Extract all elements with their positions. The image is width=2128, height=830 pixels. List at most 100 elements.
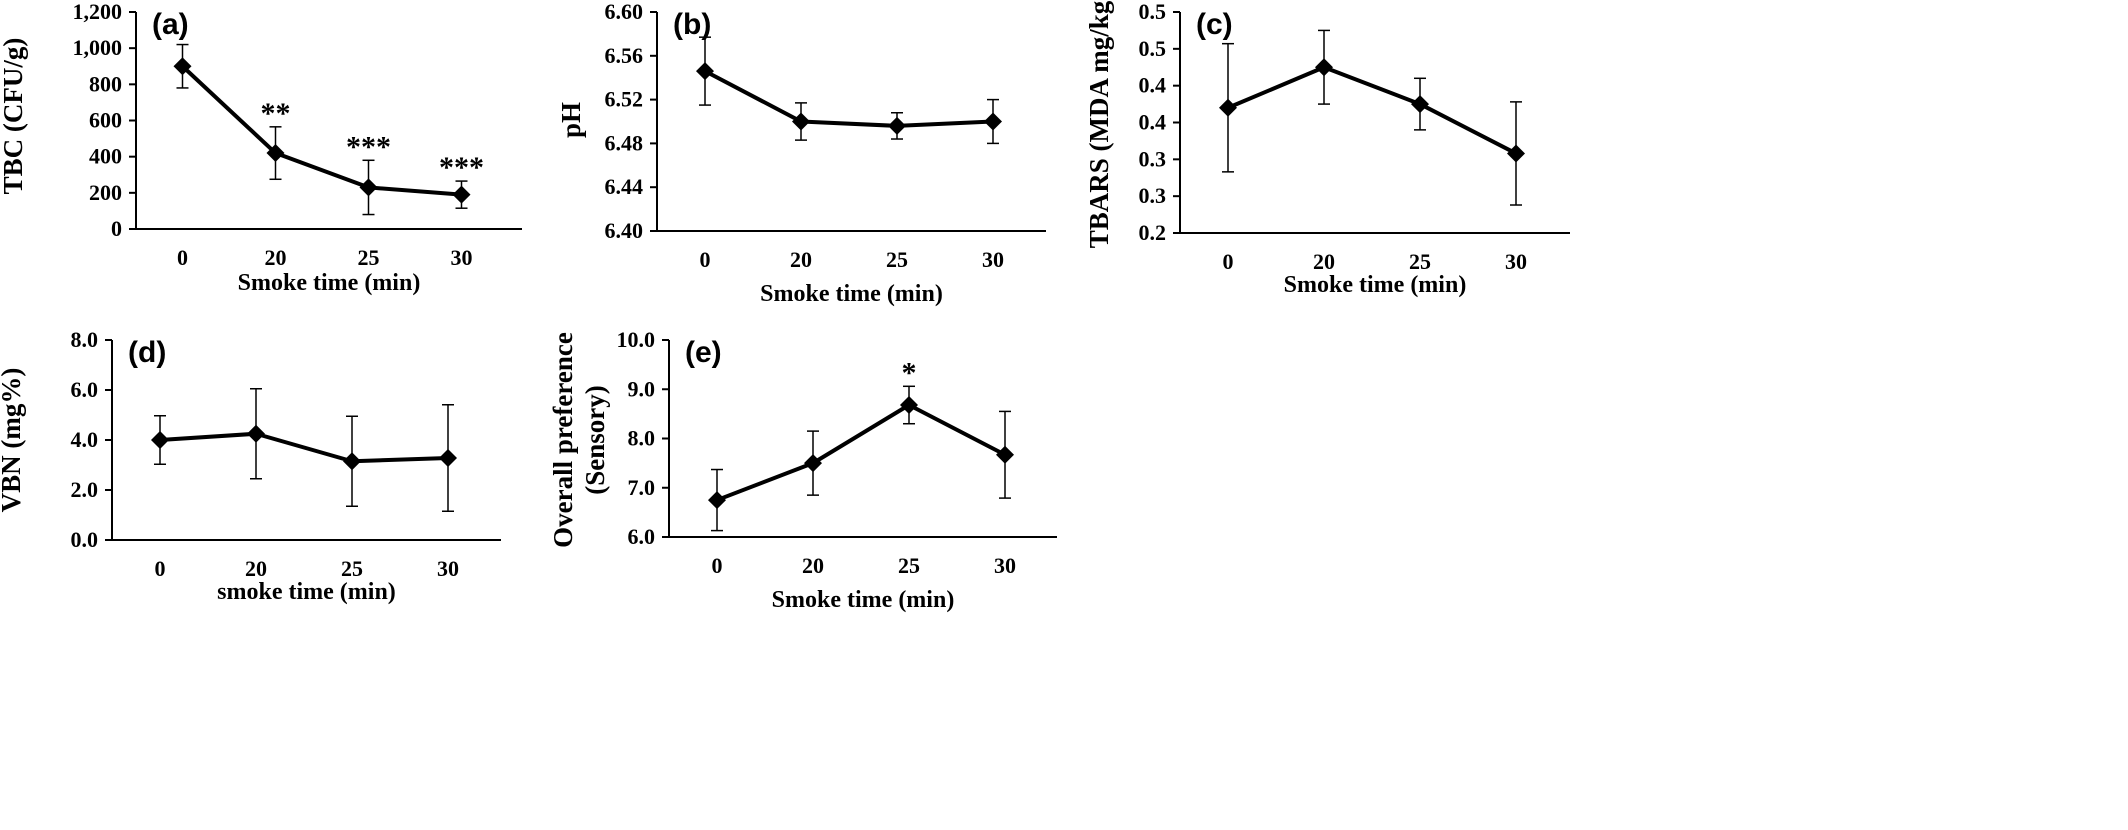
y-tick-label: 0.4 [1139,110,1167,135]
data-point [359,178,378,197]
data-point [804,454,822,473]
y-tick-label: 7.0 [628,475,656,500]
x-tick-label: 0 [700,247,711,272]
x-tick-label: 0 [1223,249,1234,274]
chart-panel-1: 0 200 400 600 800 1,000 1,200 0 20 25 30 Smoke time… [0,0,522,296]
y-tick-label: 9.0 [628,376,656,401]
y-tick-label: 800 [89,71,122,96]
y-axis-title: VBN (mg%) [0,368,26,513]
data-point [1411,95,1429,114]
y-tick-label: 0 [111,216,122,241]
y-axis-title: pH [556,102,586,138]
y-axis-title: TBC (CFU/g) [0,38,28,195]
x-tick-label: 20 [245,556,267,581]
y-tick-label: 0.0 [71,527,99,552]
series-line [716,403,1006,502]
panel-label: (b) [673,8,711,41]
x-tick-label: 30 [1505,249,1527,274]
panel-label: (e) [685,336,722,369]
x-tick-label: 20 [790,247,812,272]
y-tick-label: 0.5 [1139,0,1167,24]
data-point [1219,98,1237,117]
significance-marker: *** [346,130,391,163]
data-point [452,185,471,204]
series-line [704,69,994,128]
series-line [181,64,462,197]
y-tick-label: 400 [89,144,122,169]
y-tick-label: 0.3 [1139,183,1167,208]
data-point [343,452,361,471]
y-tick-label: 6.0 [71,377,99,402]
y-tick-label: 6.44 [605,174,644,199]
significance-marker: * [902,356,917,389]
y-tick-label: 6.60 [605,0,644,24]
data-point [888,116,906,135]
x-tick-label: 25 [898,553,920,578]
data-point [996,445,1014,464]
x-axis-title: Smoke time (min) [772,587,955,613]
x-tick-label: 20 [265,245,287,270]
x-tick-label: 0 [177,245,188,270]
y-axis-title: Overall preference(Sensory) [548,332,610,548]
x-tick-label: 30 [994,553,1016,578]
series-line [159,431,449,464]
y-tick-label: 8.0 [628,426,656,451]
x-axis-title: Smoke time (min) [760,281,943,307]
panel-label: (a) [152,8,189,41]
x-tick-label: 20 [1313,249,1335,274]
y-tick-label: 1,200 [73,0,123,24]
y-axis-title-line: (Sensory) [580,385,610,495]
y-tick-label: 0.4 [1139,73,1167,98]
x-tick-label: 30 [982,247,1004,272]
data-point [792,112,810,131]
significance-marker: *** [439,151,484,184]
data-point [247,424,265,443]
data-point [696,62,714,81]
data-point [1315,58,1333,77]
data-point [708,491,726,510]
chart-panel-2: 6.40 6.44 6.48 6.52 6.56 6.60 0 20 25 30 Smoke tim… [556,0,1046,307]
y-tick-label: 4.0 [71,427,99,452]
y-tick-label: 6.56 [605,43,644,68]
y-tick-label: 0.2 [1139,220,1167,245]
x-tick-label: 30 [451,245,473,270]
x-axis-title: smoke time (min) [217,579,396,605]
data-point [173,57,192,76]
panel-label: (d) [128,336,166,369]
y-tick-label: 200 [89,180,122,205]
x-tick-label: 25 [358,245,380,270]
y-tick-label: 8.0 [71,327,99,352]
data-point [439,449,457,467]
x-tick-label: 25 [886,247,908,272]
data-point [266,144,285,163]
chart-panel-4: 0.0 2.0 4.0 6.0 8.0 0 20 25 30 smoke time (min) VB… [0,327,501,605]
y-tick-label: 10.0 [617,327,656,352]
x-axis-title: Smoke time (min) [1284,272,1467,298]
y-tick-label: 6.0 [628,524,656,549]
y-tick-label: 1,000 [73,35,123,60]
y-tick-label: 0.5 [1139,36,1167,61]
y-axis-title: TBARS (MDA mg/kg) [1084,0,1114,248]
data-point [900,396,918,415]
y-tick-label: 6.48 [605,130,644,155]
x-axis-title: Smoke time (min) [238,270,421,296]
y-tick-label: 6.52 [605,87,644,112]
significance-marker: ** [261,97,291,130]
x-tick-label: 0 [712,553,723,578]
x-tick-label: 30 [437,556,459,581]
chart-panel-3: 0.2 0.3 0.3 0.4 0.4 0.5 0.5 0 20 25 30 Smoke time (… [1084,0,1570,298]
x-tick-label: 25 [1409,249,1431,274]
panel-label: (c) [1196,8,1233,41]
y-tick-label: 600 [89,108,122,133]
y-tick-label: 0.3 [1139,146,1167,171]
y-tick-label: 2.0 [71,477,99,502]
y-tick-label: 6.40 [605,218,644,243]
x-tick-label: 20 [802,553,824,578]
x-tick-label: 25 [341,556,363,581]
data-point [984,112,1002,131]
x-tick-label: 0 [155,556,166,581]
chart-panel-5: 6.0 7.0 8.0 9.0 10.0 0 20 25 30 Smoke time (min) O… [548,327,1057,613]
data-point [1507,144,1525,163]
data-point [151,431,169,449]
